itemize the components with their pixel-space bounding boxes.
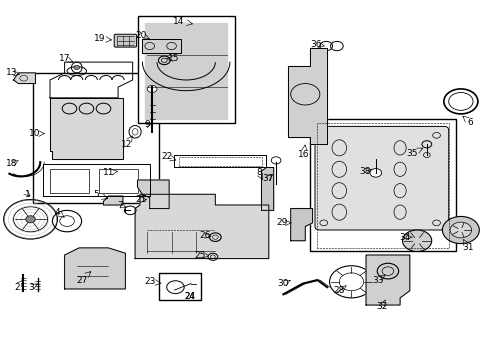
Text: 4: 4	[54, 208, 60, 217]
Polygon shape	[135, 194, 268, 258]
Text: 24: 24	[184, 292, 195, 301]
Text: 18: 18	[6, 159, 18, 168]
Text: 21: 21	[136, 195, 147, 204]
Text: 8: 8	[256, 168, 262, 177]
Bar	[50, 169, 89, 193]
Polygon shape	[366, 255, 409, 305]
Polygon shape	[287, 48, 326, 144]
Text: 20: 20	[136, 31, 147, 40]
Text: 2: 2	[14, 283, 20, 292]
Text: 36: 36	[310, 40, 322, 49]
Text: 13: 13	[6, 68, 18, 77]
Polygon shape	[14, 73, 35, 84]
Circle shape	[449, 222, 470, 238]
Text: 22: 22	[161, 152, 172, 161]
Text: 16: 16	[298, 150, 309, 159]
Text: 3: 3	[29, 283, 34, 292]
Text: 37: 37	[262, 174, 273, 183]
FancyBboxPatch shape	[114, 34, 136, 47]
Text: 27: 27	[76, 275, 87, 284]
Text: 23: 23	[143, 277, 155, 286]
Polygon shape	[64, 248, 125, 289]
Text: 10: 10	[29, 129, 40, 138]
Text: 33: 33	[372, 275, 383, 284]
Text: 19: 19	[94, 35, 105, 44]
Text: 17: 17	[59, 54, 70, 63]
Text: 1: 1	[25, 190, 31, 199]
Text: 30: 30	[277, 279, 288, 288]
Text: 12: 12	[121, 140, 132, 149]
Text: 5: 5	[93, 190, 99, 199]
Text: 14: 14	[173, 17, 184, 26]
Polygon shape	[144, 23, 227, 119]
Text: 6: 6	[467, 118, 472, 127]
Text: 24: 24	[184, 292, 194, 301]
Circle shape	[26, 216, 35, 223]
Text: 15: 15	[168, 54, 180, 63]
Bar	[33, 73, 159, 203]
Polygon shape	[50, 98, 122, 158]
Text: 25: 25	[194, 251, 205, 260]
Text: 9: 9	[144, 120, 150, 129]
Polygon shape	[261, 167, 273, 210]
Text: 29: 29	[276, 219, 287, 228]
Text: 26: 26	[199, 231, 210, 240]
Text: 38: 38	[359, 167, 370, 176]
Circle shape	[147, 85, 157, 93]
Bar	[159, 273, 201, 300]
Text: 31: 31	[462, 243, 473, 252]
Text: 34: 34	[398, 233, 410, 242]
Text: 7: 7	[118, 201, 123, 210]
Text: 11: 11	[102, 168, 114, 177]
Text: 28: 28	[333, 286, 345, 295]
Polygon shape	[290, 208, 312, 241]
Polygon shape	[103, 196, 122, 205]
Circle shape	[369, 168, 381, 177]
Polygon shape	[137, 180, 169, 208]
Text: 35: 35	[406, 149, 417, 158]
Polygon shape	[142, 39, 181, 53]
Bar	[99, 169, 137, 193]
Bar	[309, 119, 455, 251]
Circle shape	[442, 216, 478, 244]
Circle shape	[402, 230, 431, 251]
FancyBboxPatch shape	[314, 126, 448, 230]
Circle shape	[74, 65, 80, 69]
Text: 32: 32	[375, 302, 386, 311]
Bar	[137, 16, 234, 123]
